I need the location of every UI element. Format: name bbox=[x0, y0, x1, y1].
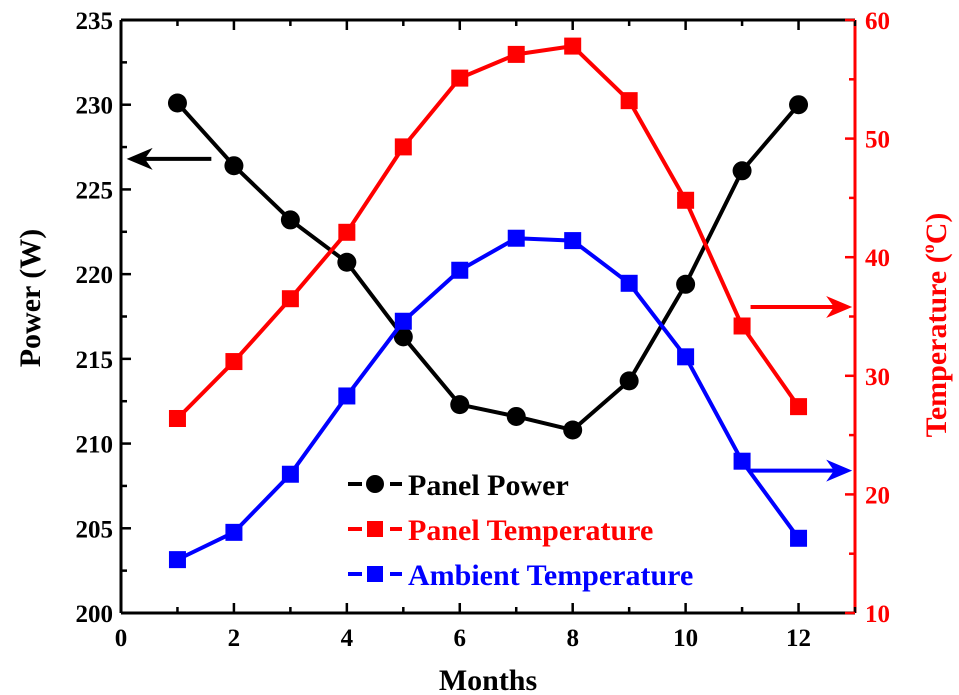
data-point bbox=[619, 371, 639, 391]
data-point bbox=[507, 45, 525, 63]
data-point bbox=[281, 290, 299, 308]
y-right-tick-label: 40 bbox=[865, 245, 890, 272]
arrow-head bbox=[826, 459, 853, 482]
legend-item: Ambient Temperature bbox=[348, 559, 693, 592]
data-point bbox=[733, 452, 751, 470]
data-point bbox=[394, 312, 412, 330]
y-left-tick-label: 205 bbox=[76, 516, 114, 543]
data-point bbox=[790, 529, 808, 547]
y-left-tick-label: 200 bbox=[76, 601, 114, 628]
y-left-tick-label: 225 bbox=[76, 177, 114, 204]
y-left-tick-label: 220 bbox=[76, 262, 114, 289]
data-point bbox=[337, 252, 357, 272]
legend-label: Ambient Temperature bbox=[408, 559, 693, 592]
data-point bbox=[564, 232, 582, 250]
axes-layer bbox=[119, 18, 857, 615]
data-point bbox=[677, 348, 695, 366]
legend-item: Panel Temperature bbox=[348, 514, 653, 547]
data-point bbox=[338, 387, 356, 405]
legend-label: Panel Power bbox=[408, 469, 569, 502]
arrow-head bbox=[826, 296, 853, 319]
data-point bbox=[394, 138, 412, 156]
series-panel-temperature bbox=[168, 37, 808, 427]
y-left-tick-label: 210 bbox=[76, 432, 114, 459]
data-point bbox=[338, 223, 356, 241]
series-ambient-temperature bbox=[168, 229, 808, 569]
series-line bbox=[176, 236, 801, 562]
data-point bbox=[620, 274, 638, 292]
data-point bbox=[225, 523, 243, 541]
y-right-tick-label: 60 bbox=[865, 8, 890, 35]
data-point bbox=[733, 317, 751, 335]
data-point bbox=[677, 191, 695, 209]
y-left-tick-label: 215 bbox=[76, 347, 114, 374]
annotation-arrows bbox=[126, 147, 853, 482]
series-line bbox=[175, 101, 801, 433]
y-axis-left-title: Power (W) bbox=[14, 229, 47, 368]
legend: Panel Power Panel Temperature Ambient Temp… bbox=[348, 469, 693, 592]
x-axis-title: Months bbox=[439, 664, 537, 695]
data-point bbox=[620, 92, 638, 110]
tick-labels: 0 2 4 6 8 10 12 200 205 210 215 220 225 230 235 10 20 30 4… bbox=[76, 8, 891, 652]
legend-item: Panel Power bbox=[348, 469, 569, 502]
data-point bbox=[393, 327, 413, 347]
y-left-tick-label: 230 bbox=[76, 93, 114, 120]
data-point bbox=[563, 420, 583, 440]
y-right-tick-label: 50 bbox=[865, 127, 890, 154]
data-point bbox=[225, 353, 243, 371]
data-point bbox=[507, 229, 525, 247]
x-tick-label: 4 bbox=[341, 625, 354, 652]
data-point bbox=[168, 551, 186, 569]
x-tick-label: 6 bbox=[454, 625, 467, 652]
y-axis-right-title-part2: C) bbox=[920, 213, 953, 245]
data-point bbox=[732, 161, 752, 181]
data-point bbox=[281, 465, 299, 483]
y-axis-right-title-part1: Temperature ( bbox=[920, 253, 953, 437]
data-point bbox=[676, 274, 696, 294]
data-point bbox=[451, 69, 469, 87]
x-tick-label: 12 bbox=[786, 625, 811, 652]
data-point bbox=[280, 210, 300, 230]
y-right-tick-label: 10 bbox=[865, 601, 890, 628]
data-point bbox=[506, 406, 526, 426]
data-point bbox=[451, 261, 469, 279]
legend-marker bbox=[366, 475, 384, 493]
series-panel-power bbox=[167, 93, 809, 440]
y-right-tick-label: 30 bbox=[865, 364, 890, 391]
y-axis-right-title-superscript: o bbox=[918, 244, 938, 253]
data-point bbox=[167, 93, 187, 113]
x-tick-label: 0 bbox=[115, 625, 128, 652]
data-point bbox=[564, 37, 582, 55]
series-layer bbox=[167, 37, 809, 569]
y-right-tick-label: 20 bbox=[865, 482, 890, 509]
arrow-head bbox=[126, 147, 153, 170]
x-tick-label: 2 bbox=[228, 625, 241, 652]
legend-marker bbox=[367, 521, 383, 537]
data-point bbox=[790, 398, 808, 416]
y-axis-right-title: Temperature (oC) bbox=[918, 213, 953, 438]
data-point bbox=[789, 95, 809, 115]
legend-marker bbox=[367, 566, 383, 582]
y-left-tick-label: 235 bbox=[76, 8, 114, 35]
data-point bbox=[168, 409, 186, 427]
data-point bbox=[450, 395, 470, 415]
series-line bbox=[176, 44, 801, 420]
x-tick-label: 8 bbox=[566, 625, 579, 652]
data-point bbox=[224, 156, 244, 176]
x-tick-label: 10 bbox=[673, 625, 698, 652]
legend-label: Panel Temperature bbox=[408, 514, 653, 547]
